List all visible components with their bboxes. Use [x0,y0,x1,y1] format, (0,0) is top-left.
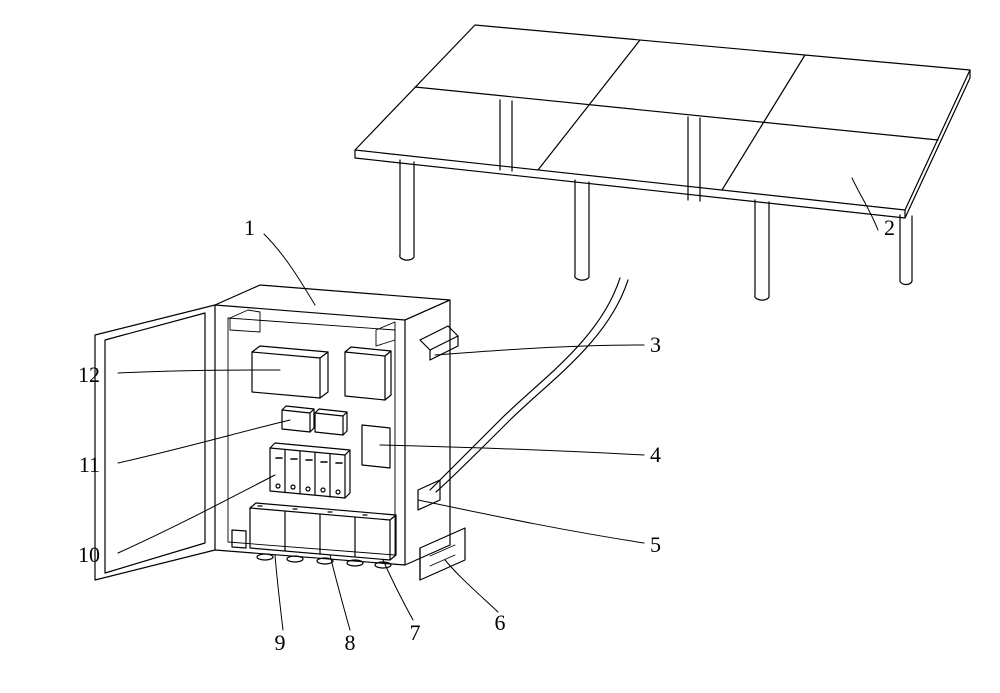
callout-leaders [118,178,878,630]
label-4: 4 [650,442,661,467]
small-boxes-11 [282,406,347,435]
label-2: 2 [884,215,895,240]
label-9: 9 [275,630,286,655]
label-10: 10 [78,542,100,567]
callout-labels: 1 2 3 4 5 6 7 8 9 10 11 12 [78,215,895,655]
breaker-10 [270,443,350,498]
battery-bank-8 [250,503,396,560]
label-11: 11 [79,452,100,477]
cabinet [95,285,465,580]
panel-4 [362,425,390,468]
cable [430,278,628,492]
label-7: 7 [410,620,421,645]
label-12: 12 [78,362,100,387]
solar-panel-array [355,25,970,300]
module-12 [252,346,328,398]
label-8: 8 [345,630,356,655]
label-5: 5 [650,532,661,557]
label-1: 1 [244,215,255,240]
external-bracket-6 [420,528,465,580]
label-6: 6 [495,610,506,635]
bracket-9 [232,530,246,548]
label-3: 3 [650,332,661,357]
module-3 [345,347,391,400]
floor-vents-7 [257,554,391,568]
cabinet-door [95,305,215,580]
figure-canvas: 1 2 3 4 5 6 7 8 9 10 11 12 [0,0,1000,693]
cable-gland-5 [418,480,440,510]
